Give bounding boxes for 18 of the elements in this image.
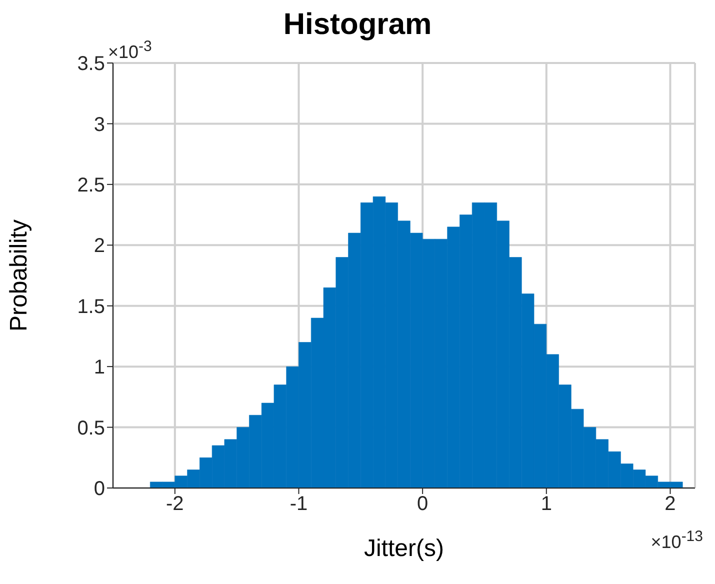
y-tick-label: 2 — [94, 235, 105, 258]
y-tick-label: 3.5 — [77, 53, 105, 76]
y-tick-label: 1 — [94, 356, 105, 379]
x-tick-label: 0 — [417, 493, 428, 516]
x-tick-label: -1 — [290, 493, 308, 516]
x-tick-label: -2 — [166, 493, 184, 516]
x-tick-label: 1 — [540, 493, 552, 516]
x-axis-title: Jitter(s) — [364, 535, 444, 562]
text: ×10$^{-3}$ — [108, 38, 152, 63]
y-tick-label: 0 — [94, 478, 105, 500]
y-tick-label: 1.5 — [77, 296, 105, 318]
y-tick-label: 0.5 — [77, 417, 105, 440]
y-tick-label: 2.5 — [77, 174, 105, 197]
x-tick-label: 2 — [664, 493, 676, 516]
chart-title: Histogram — [283, 8, 432, 41]
text: ×10$^{-13}$ — [650, 528, 703, 553]
y-axis-title: Probability — [6, 219, 33, 332]
y-tick-label: 3 — [94, 114, 105, 136]
